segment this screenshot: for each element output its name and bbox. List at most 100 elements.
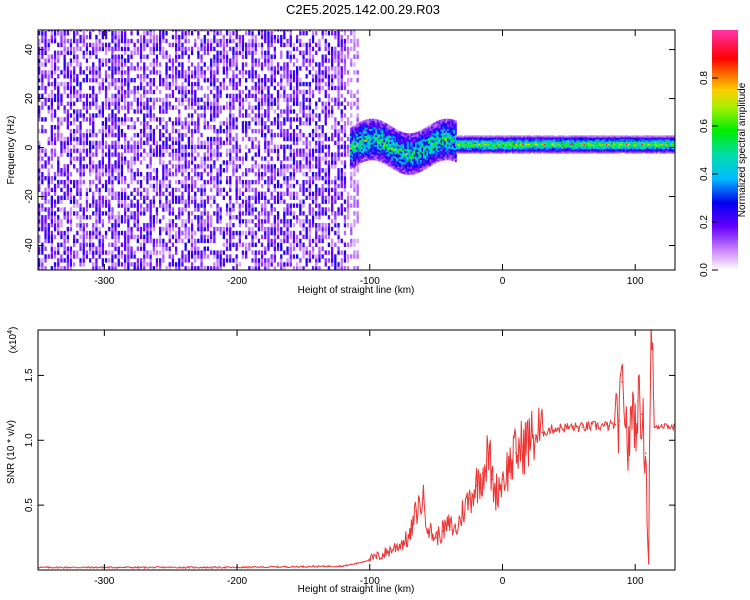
spectrogram-cell xyxy=(57,160,60,165)
spectrogram-cell xyxy=(79,183,82,189)
spectrogram-cell xyxy=(257,238,261,244)
spectrogram-cell xyxy=(168,85,171,91)
spectrogram-cell xyxy=(155,242,159,247)
spectrogram-cell xyxy=(69,62,73,67)
spectrogram-cell xyxy=(171,81,175,87)
spectrogram-cell xyxy=(165,183,168,189)
spectrogram-cell xyxy=(318,187,321,193)
spectrogram-cell xyxy=(350,183,353,189)
spectrogram-cell xyxy=(63,34,66,40)
spectrogram-cell xyxy=(50,223,53,228)
spectrogram-cell xyxy=(397,138,400,141)
spectrogram-cell xyxy=(38,262,41,267)
spectrogram-cell xyxy=(95,176,98,181)
spectrogram-cell xyxy=(108,128,111,134)
spectrogram-cell xyxy=(104,195,108,200)
spectrogram-cell xyxy=(402,159,405,163)
spectrogram-cell xyxy=(343,144,347,149)
spectrogram-cell xyxy=(104,30,108,32)
spectrogram-cell xyxy=(127,168,130,173)
spectrogram-cell xyxy=(171,78,175,83)
spectrogram-cell xyxy=(165,246,168,251)
spectrogram-cell xyxy=(416,169,419,172)
spectrogram-cell xyxy=(407,158,409,162)
spectrogram-cell xyxy=(232,62,235,67)
spectrogram-cell xyxy=(50,74,53,79)
spectrogram-cell xyxy=(404,162,406,165)
spectrogram-cell xyxy=(89,101,92,106)
spectrogram-cell xyxy=(194,30,197,32)
spectrogram-cell xyxy=(276,144,280,149)
spectrogram-cell xyxy=(378,157,381,160)
spectrogram-cell xyxy=(117,34,120,40)
spectrogram-cell xyxy=(200,70,203,75)
spectrogram-cell xyxy=(57,258,60,263)
spectrogram-cell xyxy=(117,42,120,48)
spectrogram-cell xyxy=(162,101,165,106)
spectrogram-cell xyxy=(353,156,355,160)
spectrogram-cell xyxy=(311,211,315,216)
spectrogram-cell xyxy=(130,164,133,169)
spectrogram-cell xyxy=(388,150,390,153)
spectrogram-cell xyxy=(241,219,245,224)
spectrogram-cell xyxy=(337,223,340,228)
spectrogram-cell xyxy=(318,140,321,146)
spectrogram-cell xyxy=(280,219,283,224)
spectrogram-cell xyxy=(57,215,60,220)
spectrogram-cell xyxy=(235,168,238,173)
spectrogram-cell xyxy=(315,132,318,138)
spectrogram-cell xyxy=(120,66,124,71)
spectrogram-cell xyxy=(219,266,222,270)
spectrogram-cell xyxy=(79,34,82,40)
spectrogram-cell xyxy=(162,179,165,185)
spectrogram-cell xyxy=(408,170,411,173)
spectrogram-cell xyxy=(351,157,354,161)
spectrogram-cell xyxy=(92,128,95,134)
spectrogram-cell xyxy=(155,58,159,63)
spectrogram-cell xyxy=(200,203,203,208)
spectrogram-cell xyxy=(235,199,238,204)
spectrogram-cell xyxy=(111,62,114,67)
spectrogram-cell xyxy=(421,141,424,144)
spectrogram-cell xyxy=(380,157,382,161)
spectrogram-cell xyxy=(143,70,146,75)
spectrogram-cell xyxy=(337,58,340,63)
spectrogram-cell xyxy=(114,58,117,63)
spectrogram-cell xyxy=(375,158,378,161)
spectrogram-cell xyxy=(381,123,384,126)
spectrogram-cell xyxy=(124,199,127,204)
spectrogram-cell xyxy=(92,62,95,67)
spectrogram-cell xyxy=(327,172,331,177)
spectrogram-cell xyxy=(296,101,299,106)
spectrogram-cell xyxy=(101,31,104,36)
spectrogram-cell xyxy=(187,31,190,36)
spectrogram-cell xyxy=(200,262,203,267)
spectrogram-cell xyxy=(356,133,358,136)
spectrogram-cell xyxy=(155,211,159,216)
spectrogram-cell xyxy=(210,74,213,79)
spectrogram-cell xyxy=(229,62,232,67)
spectrogram-cell xyxy=(152,168,155,173)
spectrogram-cell xyxy=(206,136,210,142)
spectrogram-cell xyxy=(111,34,114,40)
spectrogram-cell xyxy=(108,42,111,48)
spectrogram-cell xyxy=(104,50,108,55)
spectrogram-cell xyxy=(286,105,289,110)
spectrogram-cell xyxy=(260,258,264,263)
spectrogram-cell xyxy=(334,132,337,138)
spectrogram-cell xyxy=(159,230,162,236)
spectrogram-cell xyxy=(92,152,95,157)
spectrogram-cell xyxy=(245,223,248,228)
spectrogram-cell xyxy=(111,226,114,232)
spectrogram-cell xyxy=(308,121,311,126)
spectrogram-cell xyxy=(232,117,235,122)
spectrogram-cell xyxy=(69,223,73,228)
spectrogram-cell xyxy=(324,93,327,99)
spectrogram-cell xyxy=(235,136,238,142)
spectrogram-cell xyxy=(350,78,353,83)
spectrogram-cell xyxy=(127,160,130,165)
spectrogram-cell xyxy=(178,160,181,165)
spectrogram-cell xyxy=(248,113,251,118)
spectrogram-cell xyxy=(108,85,111,91)
spectrogram-cell xyxy=(203,50,206,55)
